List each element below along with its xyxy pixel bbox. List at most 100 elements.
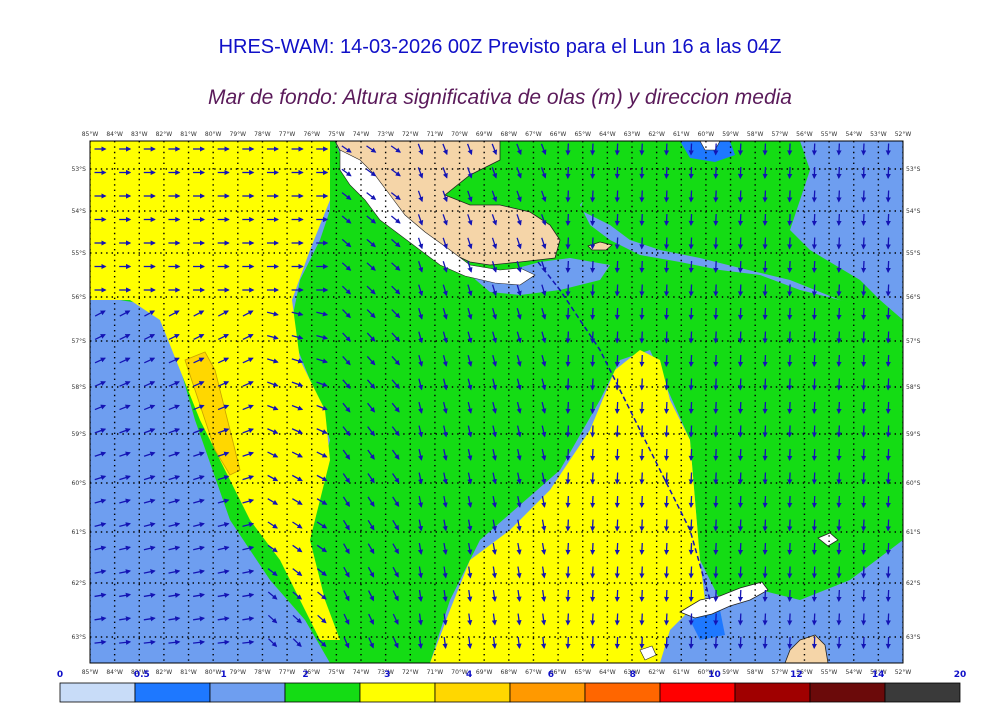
- direction-arrow: [267, 428, 279, 434]
- lon-label-bottom: 55°W: [821, 669, 838, 676]
- direction-arrow: [366, 145, 377, 153]
- direction-arrow: [541, 519, 547, 532]
- direction-arrow: [688, 589, 694, 603]
- direction-arrow: [291, 358, 304, 364]
- direction-arrow: [119, 498, 131, 504]
- direction-arrow: [242, 545, 255, 551]
- direction-arrow: [217, 545, 230, 551]
- lon-label-top: 64°W: [599, 131, 616, 138]
- direction-arrow: [787, 495, 793, 509]
- direction-arrow: [367, 496, 375, 508]
- direction-arrow: [590, 378, 596, 391]
- direction-arrow: [590, 425, 596, 438]
- direction-arrow: [836, 613, 842, 626]
- colorbar-swatch: [359, 682, 436, 703]
- direction-arrow: [119, 522, 131, 528]
- direction-arrow: [836, 495, 842, 509]
- direction-arrow: [367, 426, 375, 437]
- direction-arrow: [713, 378, 719, 391]
- direction-arrow: [639, 636, 645, 650]
- lon-label-bottom: 70°W: [451, 669, 468, 676]
- lon-label-bottom: 57°W: [772, 669, 789, 676]
- direction-arrow: [491, 167, 498, 179]
- direction-arrow: [762, 613, 768, 626]
- direction-arrow: [417, 237, 424, 250]
- direction-arrow: [467, 495, 473, 508]
- direction-arrow: [614, 401, 620, 415]
- direction-arrow: [317, 614, 327, 624]
- direction-arrow: [787, 260, 793, 274]
- direction-arrow: [861, 401, 867, 415]
- direction-arrow: [516, 589, 522, 602]
- direction-arrow: [688, 519, 694, 532]
- falklands-edge: [699, 141, 721, 151]
- direction-arrow: [143, 592, 156, 598]
- lon-label-top: 77°W: [279, 131, 296, 138]
- direction-arrow: [737, 636, 744, 650]
- direction-arrow: [713, 237, 719, 250]
- direction-arrow: [366, 168, 377, 177]
- direction-arrow: [811, 636, 817, 650]
- lat-label-right: 55°S: [906, 250, 921, 257]
- direction-arrow: [342, 519, 350, 531]
- direction-arrow: [762, 307, 768, 321]
- direction-arrow: [885, 213, 891, 227]
- lon-label-bottom: 53°W: [870, 669, 887, 676]
- colorbar-swatch: [734, 682, 811, 703]
- direction-arrow: [242, 475, 255, 481]
- direction-arrow: [292, 544, 303, 553]
- direction-arrow: [811, 378, 817, 391]
- direction-arrow: [467, 542, 473, 555]
- direction-arrow: [143, 428, 156, 434]
- direction-arrow: [762, 425, 768, 438]
- direction-arrow: [343, 566, 350, 578]
- direction-arrow: [217, 498, 230, 504]
- lat-label-left: 55°S: [72, 250, 87, 257]
- direction-arrow: [565, 378, 571, 391]
- direction-arrow: [467, 566, 473, 579]
- direction-arrow: [119, 451, 131, 457]
- direction-arrow: [614, 307, 620, 321]
- lon-label-bottom: 85°W: [82, 669, 99, 676]
- wave-direction-arrows: [94, 143, 891, 650]
- direction-arrow: [119, 569, 132, 575]
- direction-arrow: [193, 310, 205, 317]
- direction-arrow: [663, 636, 670, 650]
- direction-arrow: [491, 495, 497, 508]
- direction-arrow: [94, 522, 107, 528]
- direction-arrow: [317, 638, 327, 648]
- direction-arrow: [737, 613, 744, 626]
- direction-arrow: [541, 636, 547, 649]
- lon-label-top: 72°W: [402, 131, 419, 138]
- direction-arrow: [242, 616, 255, 622]
- direction-arrow: [94, 498, 107, 504]
- direction-arrow: [119, 310, 131, 317]
- direction-arrow: [811, 284, 817, 297]
- direction-arrow: [811, 354, 817, 368]
- direction-arrow: [392, 590, 399, 602]
- direction-arrow: [391, 379, 400, 389]
- direction-arrow: [713, 401, 719, 415]
- direction-arrow: [467, 378, 473, 391]
- direction-arrow: [442, 237, 448, 250]
- direction-arrow: [341, 215, 352, 224]
- lon-label-top: 55°W: [821, 131, 838, 138]
- direction-arrow: [713, 566, 719, 579]
- direction-arrow: [516, 613, 522, 626]
- direction-arrow: [442, 425, 448, 438]
- direction-arrow: [417, 261, 424, 273]
- direction-arrow: [639, 307, 645, 321]
- direction-arrow: [614, 566, 620, 579]
- direction-arrow: [491, 237, 498, 250]
- direction-arrow: [467, 237, 473, 250]
- direction-arrow: [217, 639, 230, 645]
- direction-arrow: [737, 213, 744, 227]
- direction-arrow: [663, 495, 670, 509]
- direction-arrow: [811, 307, 817, 321]
- direction-arrow: [391, 355, 400, 366]
- colorbar-tick-label: 20: [954, 670, 967, 680]
- direction-arrow: [565, 331, 571, 344]
- direction-arrow: [168, 475, 181, 481]
- lon-label-bottom: 59°W: [722, 669, 739, 676]
- direction-arrow: [266, 334, 279, 340]
